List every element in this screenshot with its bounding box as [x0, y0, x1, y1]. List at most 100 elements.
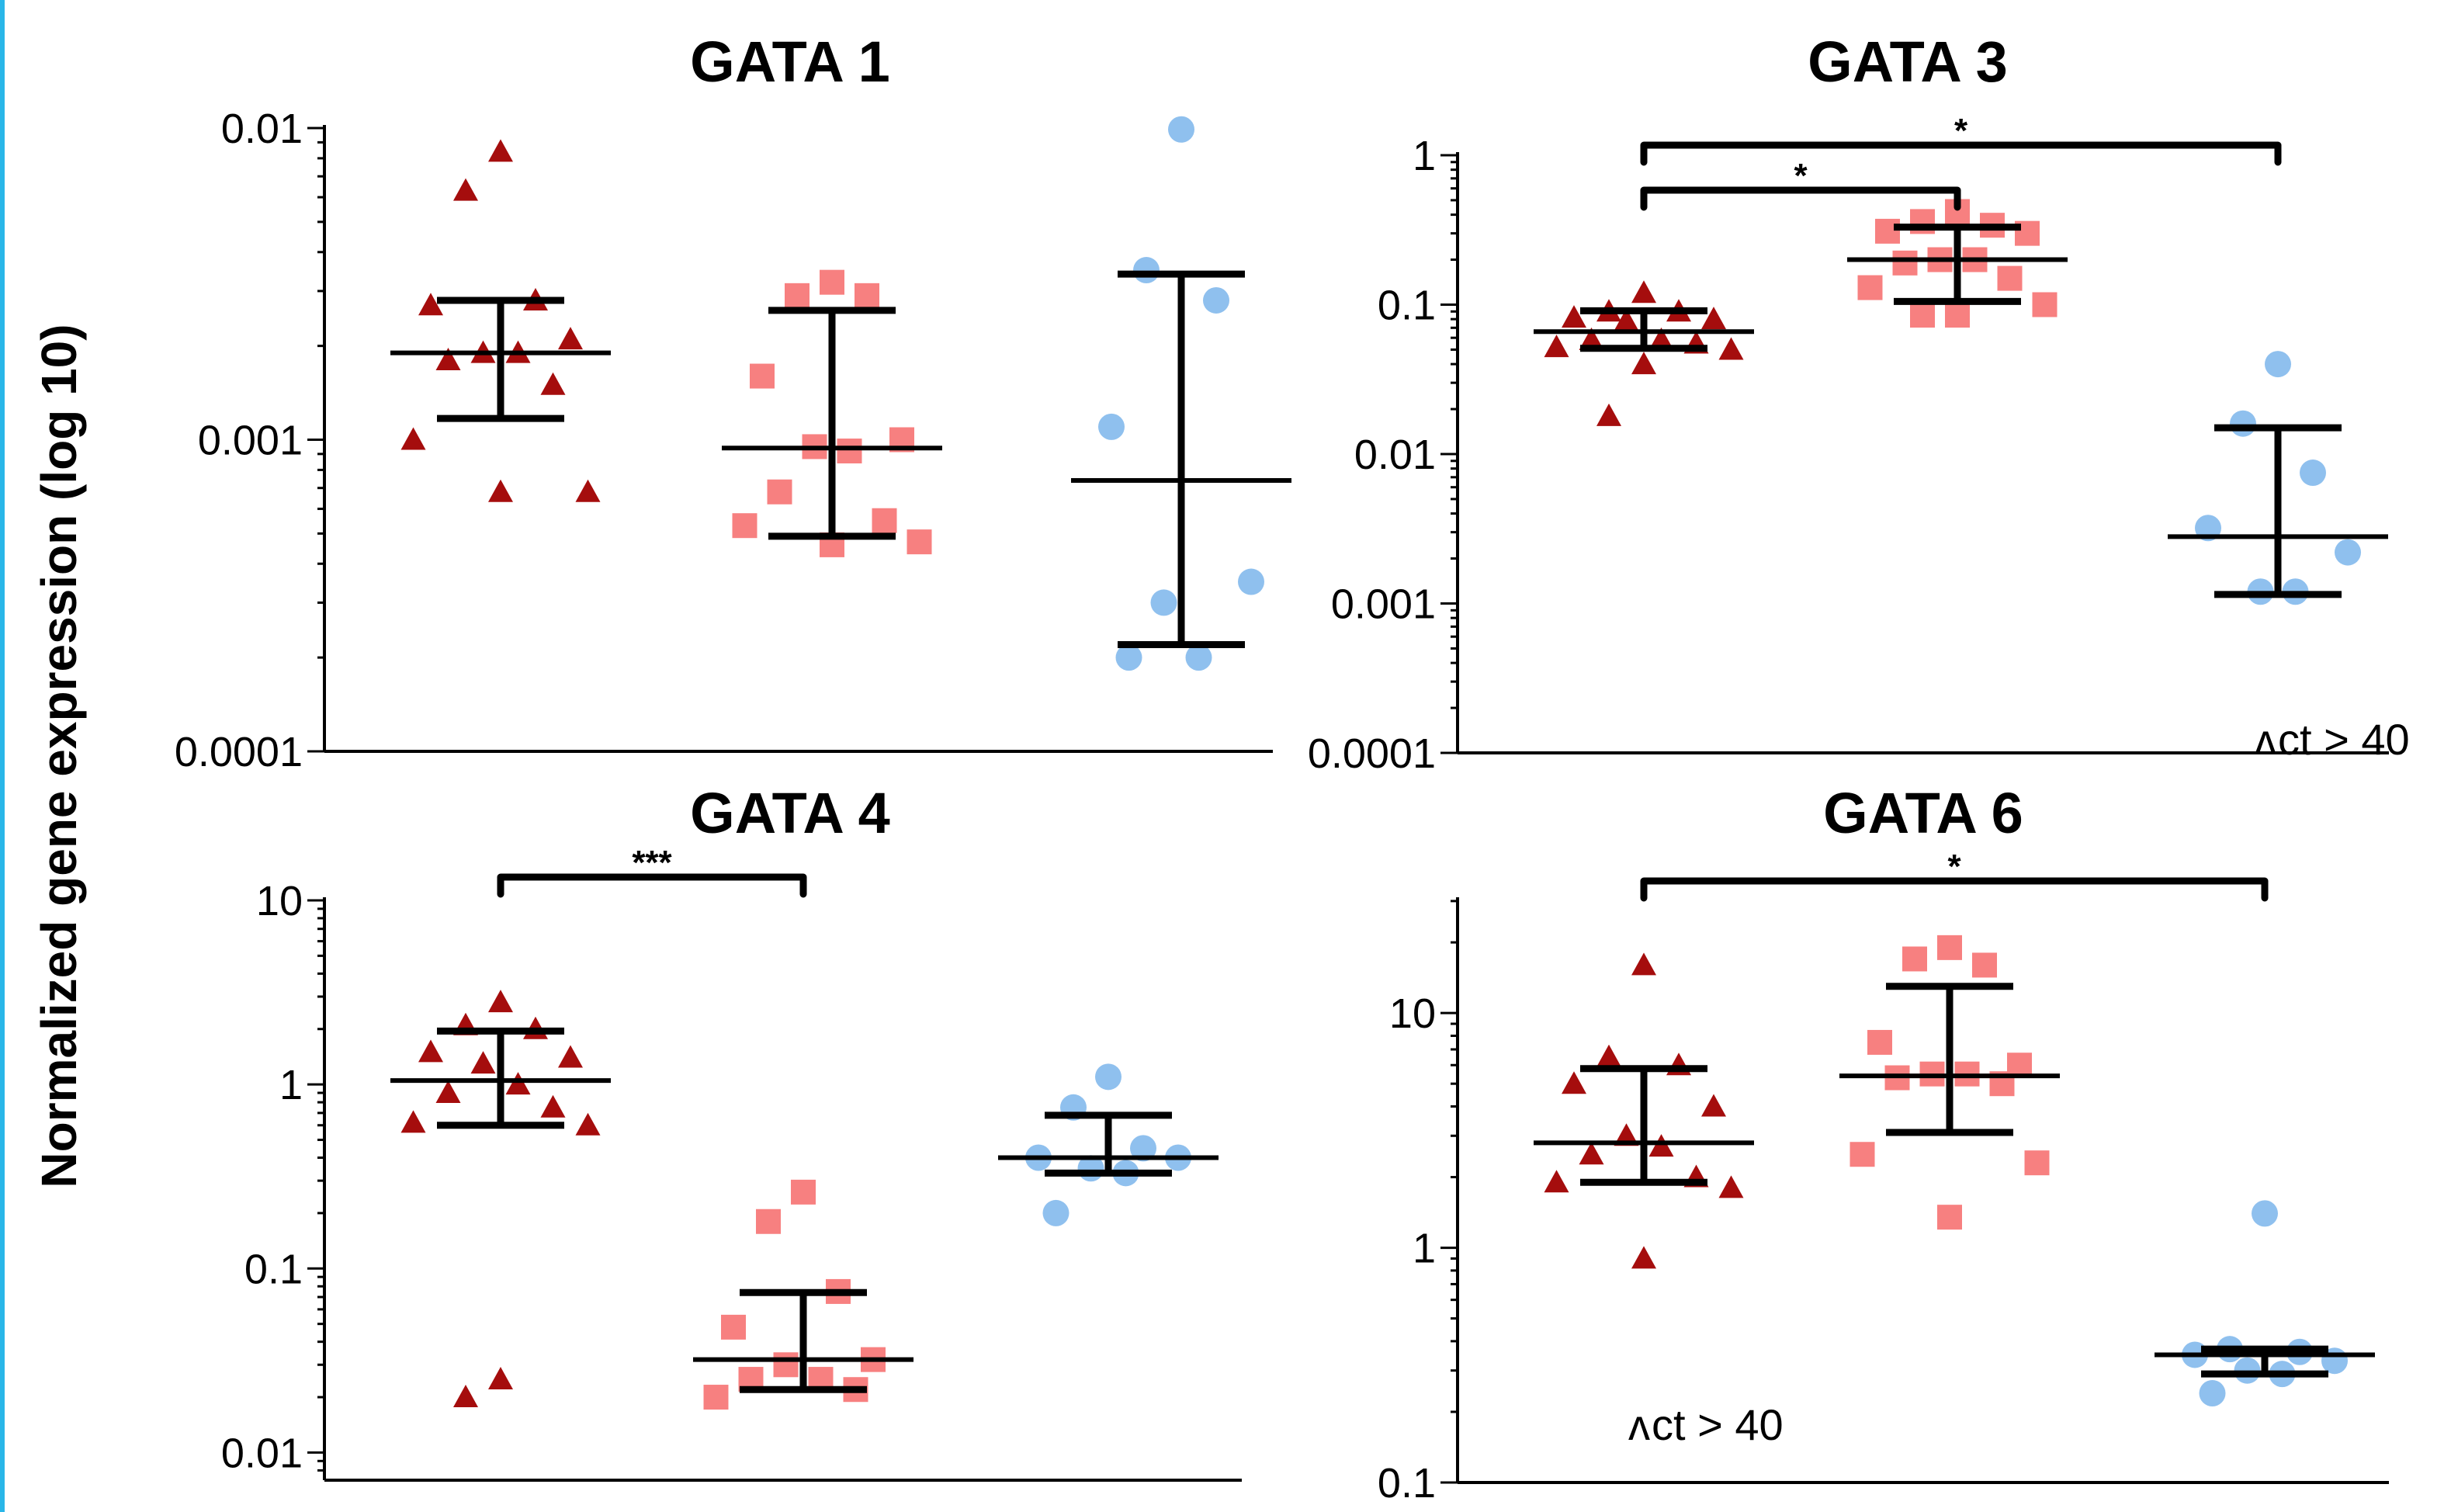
- gata-6-title: GATA 6: [1823, 781, 2023, 845]
- gata-6-point-triangle: [1544, 1170, 1569, 1193]
- gata-1-point-triangle: [558, 327, 583, 350]
- gata-4-point-triangle: [435, 1080, 461, 1103]
- gata-3-group-3: [2168, 351, 2388, 605]
- gata-1-point-square: [907, 529, 932, 555]
- chart-panels: GATA 1 0.0001 0.001 0.01 GATA 3 0.0001 0.001 0.…: [175, 29, 2410, 1507]
- gata-6-point-triangle: [1579, 1142, 1604, 1165]
- gata-3-point-square: [1997, 265, 2023, 291]
- gata-1-point-square: [855, 283, 879, 308]
- gata-6-annotation: ct > 40: [1652, 1400, 1784, 1449]
- gata-3-caret-icon: ʌ: [2255, 715, 2276, 764]
- gata-3-point-triangle: [1701, 307, 1726, 330]
- gata-4-point-circle: [1130, 1135, 1156, 1162]
- gata-6-group-2: [1839, 935, 2060, 1230]
- gata-6-point-square: [1902, 946, 1927, 972]
- gata-4-point-triangle: [400, 1110, 426, 1133]
- gata-4-point-triangle: [558, 1045, 583, 1068]
- gata-6-point-triangle: [1648, 1134, 1674, 1157]
- gata-3-point-circle: [2230, 410, 2256, 437]
- gata-1-point-triangle: [400, 427, 426, 450]
- gata-4-point-triangle: [470, 1051, 496, 1074]
- gata-6-point-triangle: [1614, 1123, 1639, 1146]
- gata-4-significance-label: ***: [632, 844, 672, 882]
- gata-3-point-circle: [2265, 351, 2291, 378]
- gata-1-point-square: [785, 283, 809, 308]
- panel-gata-3: GATA 3 0.0001 0.001 0.01 0.1 1 * * ʌ ct > 40: [1308, 29, 2410, 777]
- gata-6-point-square: [1937, 1205, 1962, 1230]
- gata-1-point-circle: [1168, 116, 1194, 143]
- gata-3-group-2: [1847, 199, 2068, 328]
- gata-4-point-triangle: [488, 1367, 513, 1390]
- gata-3-significance-label: *: [1954, 112, 1968, 150]
- gata-4-y-tick-label: 10: [256, 878, 303, 924]
- gata-1-point-square: [872, 508, 897, 533]
- gata-3-point-circle: [2335, 539, 2361, 566]
- gata-1-point-square: [750, 363, 775, 389]
- gata-4-point-square: [773, 1352, 799, 1378]
- gata-1-point-circle: [1185, 644, 1212, 671]
- gata-3-point-square: [1892, 250, 1918, 276]
- gata-3-point-square: [1857, 275, 1883, 300]
- gata-4-point-triangle: [505, 1072, 531, 1095]
- gata-3-point-square: [1875, 218, 1900, 244]
- gata-6-point-triangle: [1596, 1044, 1621, 1067]
- gata-1-point-triangle: [453, 178, 478, 201]
- gata-1-group-3: [1071, 116, 1291, 671]
- gata-3-point-triangle: [1562, 305, 1586, 328]
- gata-3-point-square: [1945, 303, 1970, 328]
- gata-1-y-tick-label: 0.001: [198, 418, 303, 464]
- gata-3-significance-bracket: [1640, 186, 1961, 211]
- gata-3-point-triangle: [1648, 328, 1674, 351]
- gata-6-point-triangle: [1631, 1246, 1656, 1269]
- gata-6-group-3: [2155, 1200, 2375, 1407]
- gata-4-group-2: [693, 1179, 913, 1410]
- gata-3-point-triangle: [1631, 352, 1656, 375]
- gata-6-caret-icon: ʌ: [1628, 1400, 1650, 1449]
- gata-1-point-square: [767, 479, 792, 505]
- gata-3-annotation: ct > 40: [2278, 715, 2410, 764]
- gata-4-group-1: [390, 990, 611, 1408]
- gata-4-point-triangle: [488, 990, 513, 1013]
- gata-4-point-square: [721, 1314, 746, 1340]
- gata-6-significance-bracket: [1640, 877, 2269, 902]
- gata-3-significance-label: *: [1794, 157, 1808, 195]
- panel-gata-4: GATA 4 0.01 0.1 1 10 ***: [221, 781, 1242, 1482]
- gata-1-point-circle: [1238, 568, 1264, 595]
- gata-3-title: GATA 3: [1808, 29, 2008, 94]
- gata-1-point-triangle: [435, 348, 461, 371]
- gata-6-point-square: [1937, 935, 1962, 960]
- gata-6-point-circle: [2199, 1380, 2226, 1407]
- gata-6-point-square: [2024, 1150, 2050, 1176]
- panel-gata-1: GATA 1 0.0001 0.001 0.01: [175, 29, 1291, 775]
- gata-4-group-3: [998, 1063, 1219, 1226]
- gata-3-point-circle: [2300, 459, 2326, 487]
- gata-6-group-1: [1534, 952, 1754, 1269]
- gata-4-point-triangle: [418, 1039, 443, 1063]
- gata-6-point-triangle: [1631, 952, 1656, 976]
- gata-3-point-triangle: [1596, 403, 1621, 426]
- gata-1-y-tick-label: 0.0001: [175, 729, 303, 775]
- gata-4-title: GATA 4: [690, 781, 890, 845]
- gata-6-point-square: [1850, 1142, 1875, 1167]
- gata-6-significance-label: *: [1947, 848, 1961, 886]
- gata-3-y-tick-label: 0.1: [1378, 283, 1436, 329]
- gata-1-point-triangle: [575, 479, 601, 502]
- gata-1-y-tick-label: 0.01: [221, 106, 303, 152]
- gata-6-y-tick-label: 0.1: [1378, 1460, 1436, 1507]
- gata-1-point-square: [732, 513, 757, 539]
- gata-1-point-triangle: [540, 372, 566, 395]
- gata-4-point-square: [703, 1385, 729, 1410]
- gata-6-y-tick-label: 1: [1413, 1226, 1436, 1272]
- gata-4-point-square: [756, 1209, 781, 1234]
- gata-6-point-circle: [2252, 1200, 2278, 1227]
- gata-3-point-triangle: [1718, 337, 1744, 360]
- gata-3-point-triangle: [1579, 328, 1604, 351]
- gata-1-point-triangle: [418, 293, 443, 316]
- gata-1-group-1: [390, 139, 611, 502]
- gata-4-y-tick-label: 1: [279, 1062, 303, 1108]
- gata-4-point-triangle: [575, 1112, 601, 1136]
- gata-6-point-square: [1867, 1029, 1892, 1055]
- gata-3-point-square: [2032, 292, 2058, 317]
- gata-3-point-square: [1910, 303, 1935, 328]
